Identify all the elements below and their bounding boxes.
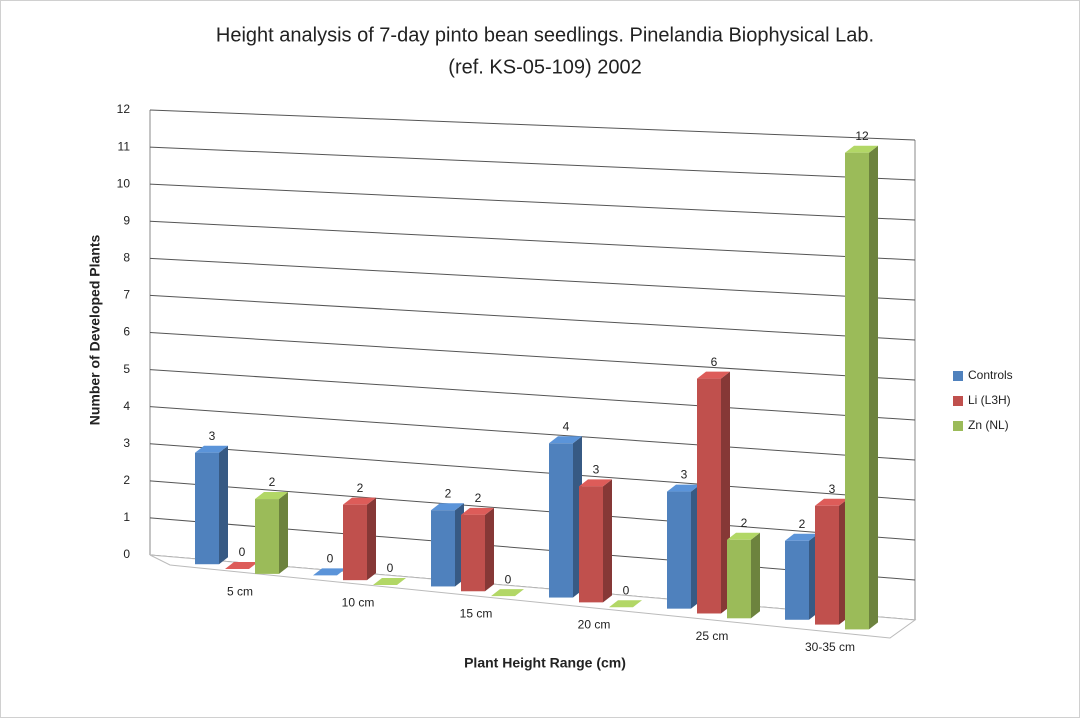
bar: [727, 539, 751, 619]
bar: [195, 452, 219, 565]
data-label: 2: [799, 517, 806, 531]
y-tick-label: 9: [123, 213, 130, 227]
legend-label: Controls: [968, 368, 1013, 382]
bar-top: [579, 479, 612, 487]
y-tick-label: 1: [123, 510, 130, 524]
y-tick-label: 8: [123, 251, 130, 265]
data-label: 4: [563, 419, 570, 433]
grid-line: [149, 109, 916, 141]
y-tick-label: 7: [123, 288, 130, 302]
bar: [667, 491, 691, 609]
bar: [461, 514, 485, 592]
legend-swatch: [953, 396, 963, 406]
data-label: 3: [209, 429, 216, 443]
bar: [343, 504, 367, 581]
grid-line: [149, 183, 916, 221]
bar-top: [785, 533, 818, 541]
bar-side: [279, 492, 288, 574]
chart-title: Height analysis of 7-day pinto bean seed…: [216, 24, 874, 46]
data-label: 0: [623, 583, 630, 597]
bar: [431, 510, 455, 587]
bar-top: [373, 577, 406, 585]
bar-side: [367, 497, 376, 581]
data-label: 6: [711, 355, 718, 369]
bar-top: [845, 145, 878, 153]
bar-top: [815, 498, 848, 506]
grid-line: [149, 294, 916, 341]
bar: [255, 499, 279, 574]
bar-top: [225, 562, 258, 570]
grid-line: [149, 332, 916, 381]
data-label: 0: [327, 552, 334, 566]
bar-top: [667, 484, 700, 492]
data-label: 2: [445, 486, 452, 500]
y-tick-label: 0: [123, 547, 130, 561]
data-label: 3: [829, 482, 836, 496]
data-label: 2: [475, 491, 482, 505]
bar: [845, 152, 869, 630]
grid-line: [149, 443, 916, 501]
data-label: 0: [505, 572, 512, 586]
x-tick-label: 15 cm: [460, 607, 493, 621]
y-tick-label: 2: [123, 473, 130, 487]
x-tick-label: 25 cm: [696, 629, 729, 643]
y-tick-label: 5: [123, 362, 130, 376]
x-tick-label: 10 cm: [342, 596, 375, 610]
chart-title: (ref. KS-05-109) 2002: [448, 56, 641, 78]
bar-top: [313, 568, 346, 576]
legend-swatch: [953, 371, 963, 381]
data-label: 2: [269, 475, 276, 489]
data-label: 2: [357, 481, 364, 495]
grid-line: [149, 257, 916, 301]
x-tick-label: 20 cm: [578, 618, 611, 632]
grid-line: [149, 369, 916, 421]
bar-top: [431, 503, 464, 511]
y-tick-label: 6: [123, 325, 130, 339]
bar-top: [255, 492, 288, 500]
data-label: 0: [387, 561, 394, 575]
y-tick-label: 12: [117, 102, 131, 116]
grid-line: [149, 146, 916, 181]
bar-top: [491, 589, 524, 597]
bar: [549, 443, 573, 598]
x-tick-label: 30-35 cm: [805, 640, 855, 654]
grid-line: [149, 406, 916, 461]
grid-line: [149, 480, 916, 541]
y-tick-label: 11: [118, 139, 131, 153]
bar: [579, 486, 603, 603]
y-axis-title: Number of Developed Plants: [87, 234, 103, 425]
legend-label: Li (L3H): [968, 393, 1011, 407]
legend-label: Zn (NL): [968, 418, 1009, 432]
bar-top: [549, 436, 582, 444]
bar-side: [751, 532, 760, 619]
bar-top: [343, 497, 376, 505]
bar-top: [609, 600, 642, 608]
x-axis-title: Plant Height Range (cm): [464, 655, 626, 671]
bar: [815, 505, 839, 625]
bar-top: [697, 371, 730, 379]
data-label: 3: [593, 463, 600, 477]
floor: [149, 554, 917, 639]
bar-top: [461, 507, 494, 515]
y-tick-label: 4: [123, 399, 130, 413]
x-tick-label: 5 cm: [227, 584, 253, 598]
grid-line: [149, 220, 916, 261]
data-label: 0: [239, 545, 246, 559]
bar-top: [727, 532, 760, 540]
bar-side: [219, 445, 228, 565]
y-tick-label: 3: [123, 436, 130, 450]
bar: [785, 540, 809, 620]
data-label: 12: [855, 129, 869, 143]
bar-top: [195, 445, 228, 453]
y-tick-label: 10: [117, 176, 131, 190]
data-label: 3: [681, 468, 688, 482]
legend-swatch: [953, 421, 963, 431]
bar: [697, 378, 721, 614]
bar-side: [485, 507, 494, 592]
bar-side: [869, 145, 878, 630]
data-label: 2: [741, 516, 748, 530]
bar-side: [603, 479, 612, 603]
